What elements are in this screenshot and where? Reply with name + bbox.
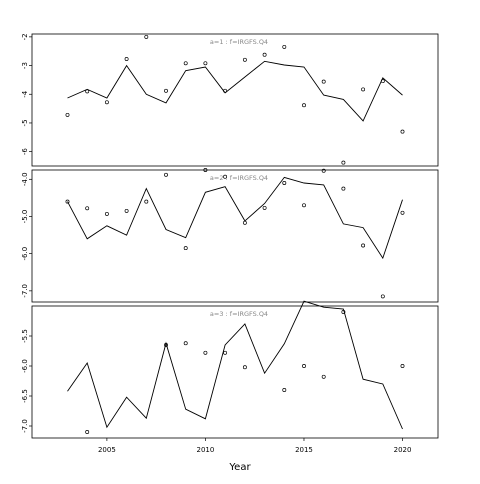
observed-point (65, 199, 70, 204)
observed-point (144, 34, 149, 39)
observed-point (242, 57, 247, 62)
observed-point (223, 350, 228, 355)
observed-point (242, 365, 247, 370)
observed-point (104, 100, 109, 105)
observed-point (361, 243, 366, 248)
observed-point (164, 172, 168, 177)
y-tick-label: -6.0 (21, 247, 29, 261)
observed-point (104, 211, 109, 216)
fitted-line (67, 60, 403, 122)
panel-title: a=3 : f=IRGFS.Q4 (210, 310, 268, 318)
x-axis-title: Year (228, 462, 251, 473)
observed-point (164, 88, 168, 93)
y-tick-label: -6.0 (21, 359, 29, 373)
observed-point (400, 210, 405, 215)
panel-2: a=2 : f=IRGFS.Q4 -4.0 -5.0 -6.0 -7.0 (21, 168, 439, 303)
fitted-line (67, 300, 403, 430)
observed-point (302, 364, 306, 368)
observed-point (380, 79, 385, 84)
observed-point (85, 89, 90, 94)
y-tick-label: -2 (21, 33, 29, 40)
observed-point (85, 430, 90, 434)
panel-title: a=1 : f=IRGFS.Q4 (210, 38, 268, 46)
x-tick-label: 2020 (394, 446, 412, 454)
observed-point (400, 129, 405, 134)
observed-point (282, 388, 287, 392)
observed-point (144, 199, 149, 204)
observed-point (341, 310, 346, 314)
y-tick-label: -6.5 (21, 389, 29, 403)
observed-point (223, 174, 228, 179)
observed-point (282, 44, 287, 49)
y-tick-label: -7.0 (21, 284, 29, 298)
y-tick-label: -6 (21, 148, 29, 156)
fitted-line (67, 176, 403, 260)
observed-point (321, 374, 326, 379)
panel-frame (31, 169, 439, 303)
observed-point (380, 294, 385, 299)
observed-point (164, 343, 168, 347)
panel-frame (31, 305, 439, 439)
observed-point (242, 220, 247, 225)
observed-point (262, 52, 267, 57)
y-tick-label: -4 (21, 90, 29, 98)
observed-point (361, 87, 366, 92)
observed-point (183, 61, 188, 66)
observed-point (85, 206, 90, 211)
panel-title: a=2 : f=IRGFS.Q4 (210, 174, 268, 182)
observed-point (203, 350, 208, 355)
panel-1: a=1 : f=IRGFS.Q4 -2 -3 -4 -5 -6 (21, 33, 439, 167)
observed-point (203, 61, 208, 66)
observed-point (262, 205, 267, 210)
observed-point (203, 168, 208, 172)
y-tick-label: -4.0 (21, 172, 29, 186)
x-tick-label: 2015 (295, 446, 313, 454)
observed-point (223, 88, 228, 93)
observed-point (341, 186, 346, 191)
observed-point (65, 112, 70, 117)
x-tick-label: 2010 (197, 446, 215, 454)
observed-point (124, 208, 129, 213)
observed-point (302, 103, 306, 108)
observed-point (302, 203, 306, 208)
observed-point (321, 168, 326, 173)
panel-frame (31, 33, 439, 167)
observed-point (124, 57, 129, 61)
observed-point (321, 79, 326, 84)
y-tick-label: -5.5 (21, 329, 29, 343)
observed-point (400, 364, 405, 368)
y-tick-label: -5 (21, 119, 29, 126)
observed-point (183, 341, 188, 346)
y-tick-label: -3 (21, 62, 29, 69)
y-tick-label: -5.0 (21, 210, 29, 224)
x-tick-label: 2005 (98, 446, 116, 454)
observed-point (341, 160, 346, 165)
observed-point (183, 246, 188, 251)
y-tick-label: -7.0 (21, 419, 29, 433)
panel-3: a=3 : f=IRGFS.Q4 -5.5 -6.0 -6.5 -7.0 (21, 300, 439, 439)
observed-point (282, 181, 287, 185)
